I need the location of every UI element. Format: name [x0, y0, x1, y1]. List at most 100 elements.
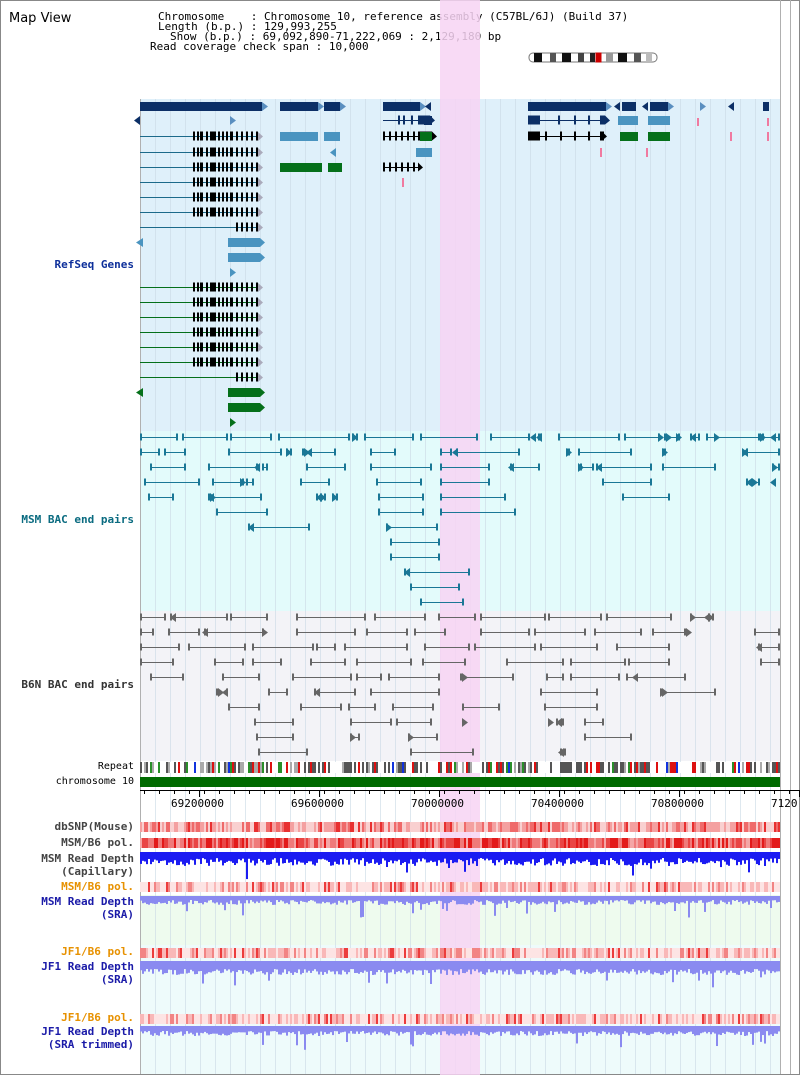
polymorphism-cell — [344, 1014, 346, 1024]
read-depth-bar — [756, 961, 758, 970]
bac-end-mark — [266, 613, 268, 621]
track-label-msm-bac[interactable]: MSM BAC end pairs — [21, 513, 134, 526]
read-depth-bar — [176, 961, 178, 975]
polymorphism-cell — [380, 882, 382, 892]
read-depth-bar — [160, 852, 162, 862]
bac-end-mark — [168, 628, 170, 636]
polymorphism-cell — [542, 948, 544, 958]
track-label-b6n-bac[interactable]: B6N BAC end pairs — [21, 678, 134, 691]
read-depth-bar — [682, 961, 684, 972]
read-depth-bar — [172, 896, 174, 901]
read-depth-bar — [220, 1026, 222, 1036]
polymorphism-cell — [310, 948, 312, 958]
read-depth-bar — [774, 896, 776, 901]
polymorphism-cell — [208, 822, 210, 832]
read-depth-bar — [244, 896, 246, 904]
polymorphism-cell — [546, 838, 548, 848]
read-depth-bar — [214, 852, 216, 862]
read-depth-bar — [276, 1026, 278, 1032]
read-depth-bar — [394, 961, 396, 975]
read-depth-bar — [760, 852, 762, 861]
read-depth-bar — [524, 1026, 526, 1035]
chromosome-ideogram[interactable] — [528, 52, 660, 64]
bac-end-mark — [358, 733, 360, 741]
read-depth-bar — [538, 852, 540, 863]
polymorphism-cell — [266, 838, 268, 848]
polymorphism-cell — [560, 1014, 562, 1024]
bac-end-arrow — [320, 493, 326, 502]
polymorphism-cell — [328, 838, 330, 848]
polymorphism-cell — [536, 1014, 538, 1024]
polymorphism-cell — [336, 948, 338, 958]
repeat-segment — [244, 762, 246, 773]
bac-end-mark — [670, 613, 672, 621]
polymorphism-cell — [706, 822, 708, 832]
polymorphism-cell — [264, 882, 266, 892]
repeat-segment — [180, 762, 182, 773]
polymorphism-cell — [414, 838, 416, 848]
polymorphism-cell — [452, 948, 454, 958]
polymorphism-cell — [188, 1014, 190, 1024]
repeat-segment — [354, 762, 356, 773]
polymorphism-cell — [198, 1014, 200, 1024]
polymorphism-cell — [214, 882, 216, 892]
read-depth-bar — [146, 961, 148, 970]
track-label-refseq[interactable]: RefSeq Genes — [54, 258, 134, 271]
polymorphism-cell — [646, 822, 648, 832]
gene-exon — [230, 297, 233, 307]
polymorphism-cell — [356, 948, 358, 958]
read-depth-bar — [618, 852, 620, 865]
read-depth-bar — [514, 896, 516, 901]
read-depth-bar — [734, 1026, 736, 1035]
read-depth-bar — [738, 896, 740, 903]
read-depth-bar — [214, 896, 216, 904]
gene-exon — [256, 357, 258, 367]
polymorphism-cell — [188, 838, 190, 848]
polymorphism-cell — [678, 948, 680, 958]
read-depth-bar — [572, 896, 574, 902]
read-depth-bar — [304, 896, 306, 902]
read-depth-bar — [582, 1026, 584, 1036]
gene-exon — [222, 207, 224, 217]
read-depth-bar — [758, 852, 760, 866]
bac-end-mark — [684, 628, 686, 636]
polymorphism-cell — [634, 948, 636, 958]
repeat-segment — [366, 762, 368, 773]
polymorphism-cell — [340, 1014, 342, 1024]
read-depth-bar — [312, 896, 314, 901]
read-depth-bar — [732, 852, 734, 860]
polymorphism-cell — [642, 1014, 644, 1024]
repeat-segment — [670, 762, 672, 773]
read-depth-bar — [752, 961, 754, 972]
read-depth-bar — [526, 896, 528, 914]
read-depth-bar — [750, 852, 752, 859]
polymorphism-cell — [602, 1014, 604, 1024]
polymorphism-cell — [412, 1014, 414, 1024]
polymorphism-cell — [652, 838, 654, 848]
read-depth-bar — [272, 896, 274, 905]
read-depth-bar — [148, 1026, 150, 1032]
read-depth-bar — [750, 1026, 752, 1034]
read-depth-bar — [766, 896, 768, 904]
read-depth-bar — [254, 961, 256, 970]
read-depth-bar — [320, 1026, 322, 1032]
polymorphism-cell — [570, 882, 572, 892]
polymorphism-cell — [628, 822, 630, 832]
read-depth-bar — [776, 961, 778, 972]
repeat-segment — [616, 762, 618, 773]
gene-exon — [246, 131, 248, 141]
read-depth-bar — [534, 1026, 536, 1035]
polymorphism-cell — [516, 882, 518, 892]
repeat-segment — [738, 762, 740, 773]
polymorphism-cell — [512, 822, 514, 832]
polymorphism-cell — [218, 1014, 220, 1024]
polymorphism-cell — [214, 1014, 216, 1024]
polymorphism-cell — [392, 882, 394, 892]
read-depth-bar — [514, 852, 516, 865]
polymorphism-cell — [646, 1014, 648, 1024]
polymorphism-cell — [630, 882, 632, 892]
polymorphism-cell — [612, 1014, 614, 1024]
polymorphism-cell — [734, 882, 736, 892]
read-depth-bar — [206, 852, 208, 863]
